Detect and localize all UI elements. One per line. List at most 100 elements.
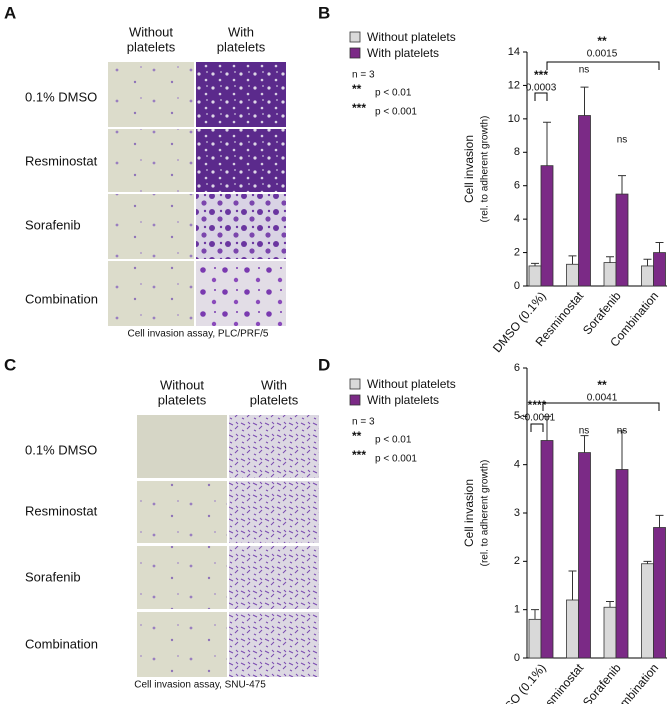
column-header: platelets — [127, 39, 176, 54]
x-tick-label: Sorafenib — [580, 661, 624, 704]
error-bar — [568, 255, 577, 265]
p-value: 0.0041 — [587, 393, 618, 404]
sig-stars: **** — [528, 398, 547, 412]
y-tick-label: 1 — [514, 604, 520, 616]
bar-chart: 0 2 4 6 8 10 12 14 Cell invasion (rel. to adheren… — [349, 30, 667, 355]
bar — [603, 262, 617, 287]
caption: Cell invasion assay, SNU-475 — [134, 680, 266, 691]
micrograph — [229, 415, 319, 478]
legend-swatch — [349, 378, 361, 390]
error-bar — [655, 514, 664, 528]
legend-label: With platelets — [367, 46, 439, 60]
column-header: platelets — [250, 392, 299, 407]
legend-label: With platelets — [367, 393, 439, 407]
bracket — [542, 402, 660, 411]
y-axis-sublabel: (rel. to adherent growth) — [480, 116, 491, 223]
bar — [641, 563, 654, 659]
bar — [540, 440, 554, 659]
y-tick-label: 2 — [514, 555, 520, 567]
row-label: Resminostat — [25, 153, 98, 168]
micrograph — [108, 62, 194, 127]
sig-label: p < 0.01 — [375, 88, 412, 99]
error-bar — [580, 435, 589, 453]
error-bar — [531, 609, 539, 620]
legend-swatch — [349, 31, 361, 43]
bar — [653, 252, 666, 287]
micrograph — [137, 481, 227, 543]
bar — [641, 265, 654, 287]
legend-label: Without platelets — [367, 377, 456, 391]
column-header: platelets — [217, 39, 266, 54]
image-panel-c — [137, 415, 319, 677]
y-tick-label: 6 — [514, 180, 520, 192]
row-label: Resminostat — [25, 503, 98, 518]
panel-letter: B — [318, 3, 330, 22]
y-tick-label: 5 — [514, 410, 520, 422]
p-value: 0.0003 — [526, 83, 557, 94]
bracket — [534, 92, 548, 101]
micrograph — [229, 546, 319, 609]
error-bar — [606, 600, 614, 608]
error-bar — [606, 256, 614, 263]
row-label: 0.1% DMSO — [25, 89, 97, 104]
bar — [566, 599, 579, 659]
sig-label: p < 0.001 — [375, 454, 417, 465]
x-tick-label: DMSO (0.1%) — [490, 661, 549, 704]
y-tick-label: 4 — [514, 213, 520, 225]
micrograph — [196, 261, 286, 326]
row-label: Sorafenib — [25, 569, 81, 584]
sig-stars: *** — [352, 101, 366, 115]
error-bar — [543, 121, 551, 166]
micrograph — [108, 261, 194, 326]
bar — [578, 452, 591, 659]
sig-stars: *** — [352, 448, 366, 462]
column-header: Without — [129, 24, 173, 39]
ns-label: ns — [617, 426, 628, 437]
y-tick-label: 4 — [514, 459, 520, 471]
bar — [615, 469, 629, 659]
y-tick-label: 3 — [514, 507, 520, 519]
legend-swatch — [349, 47, 361, 59]
error-bar — [543, 415, 551, 441]
error-bar — [655, 242, 664, 253]
p-value: 0.0015 — [587, 49, 618, 60]
micrograph — [229, 481, 319, 543]
bar — [578, 115, 591, 287]
column-header: With — [261, 377, 287, 392]
row-label: Combination — [25, 291, 98, 306]
sig-label: p < 0.001 — [375, 107, 417, 118]
error-bar — [568, 570, 577, 600]
panel-letter: A — [4, 3, 16, 22]
note: n = 3 — [352, 70, 375, 81]
sig-label: p < 0.01 — [375, 435, 412, 446]
legend-label: Without platelets — [367, 30, 456, 44]
y-axis-label: Cell invasion — [462, 479, 476, 547]
y-tick-label: 10 — [508, 113, 520, 125]
micrograph — [196, 129, 286, 192]
error-bar — [618, 175, 626, 195]
y-tick-label: 8 — [514, 146, 520, 158]
bar — [528, 265, 542, 287]
bar-chart: 0 1 2 3 4 5 6 Cell invasion (rel. to adherent gr… — [349, 362, 667, 704]
y-tick-label: 0 — [514, 280, 520, 292]
y-tick-label: 12 — [508, 79, 520, 91]
caption: Cell invasion assay, PLC/PRF/5 — [128, 329, 269, 340]
column-header: platelets — [158, 392, 207, 407]
ns-label: ns — [579, 426, 590, 437]
micrograph — [108, 129, 194, 192]
note: n = 3 — [352, 417, 375, 428]
error-bar — [618, 430, 626, 470]
y-tick-label: 14 — [508, 46, 520, 58]
bar — [540, 165, 554, 287]
y-tick-label: 2 — [514, 246, 520, 258]
ns-label: ns — [579, 65, 590, 76]
sig-stars: ** — [352, 82, 362, 96]
error-bar — [531, 262, 539, 266]
legend-swatch — [349, 394, 361, 406]
column-header: With — [228, 24, 254, 39]
row-label: Sorafenib — [25, 217, 81, 232]
sig-stars: ** — [597, 378, 607, 392]
sig-stars: ** — [597, 34, 607, 48]
micrograph — [196, 194, 286, 259]
